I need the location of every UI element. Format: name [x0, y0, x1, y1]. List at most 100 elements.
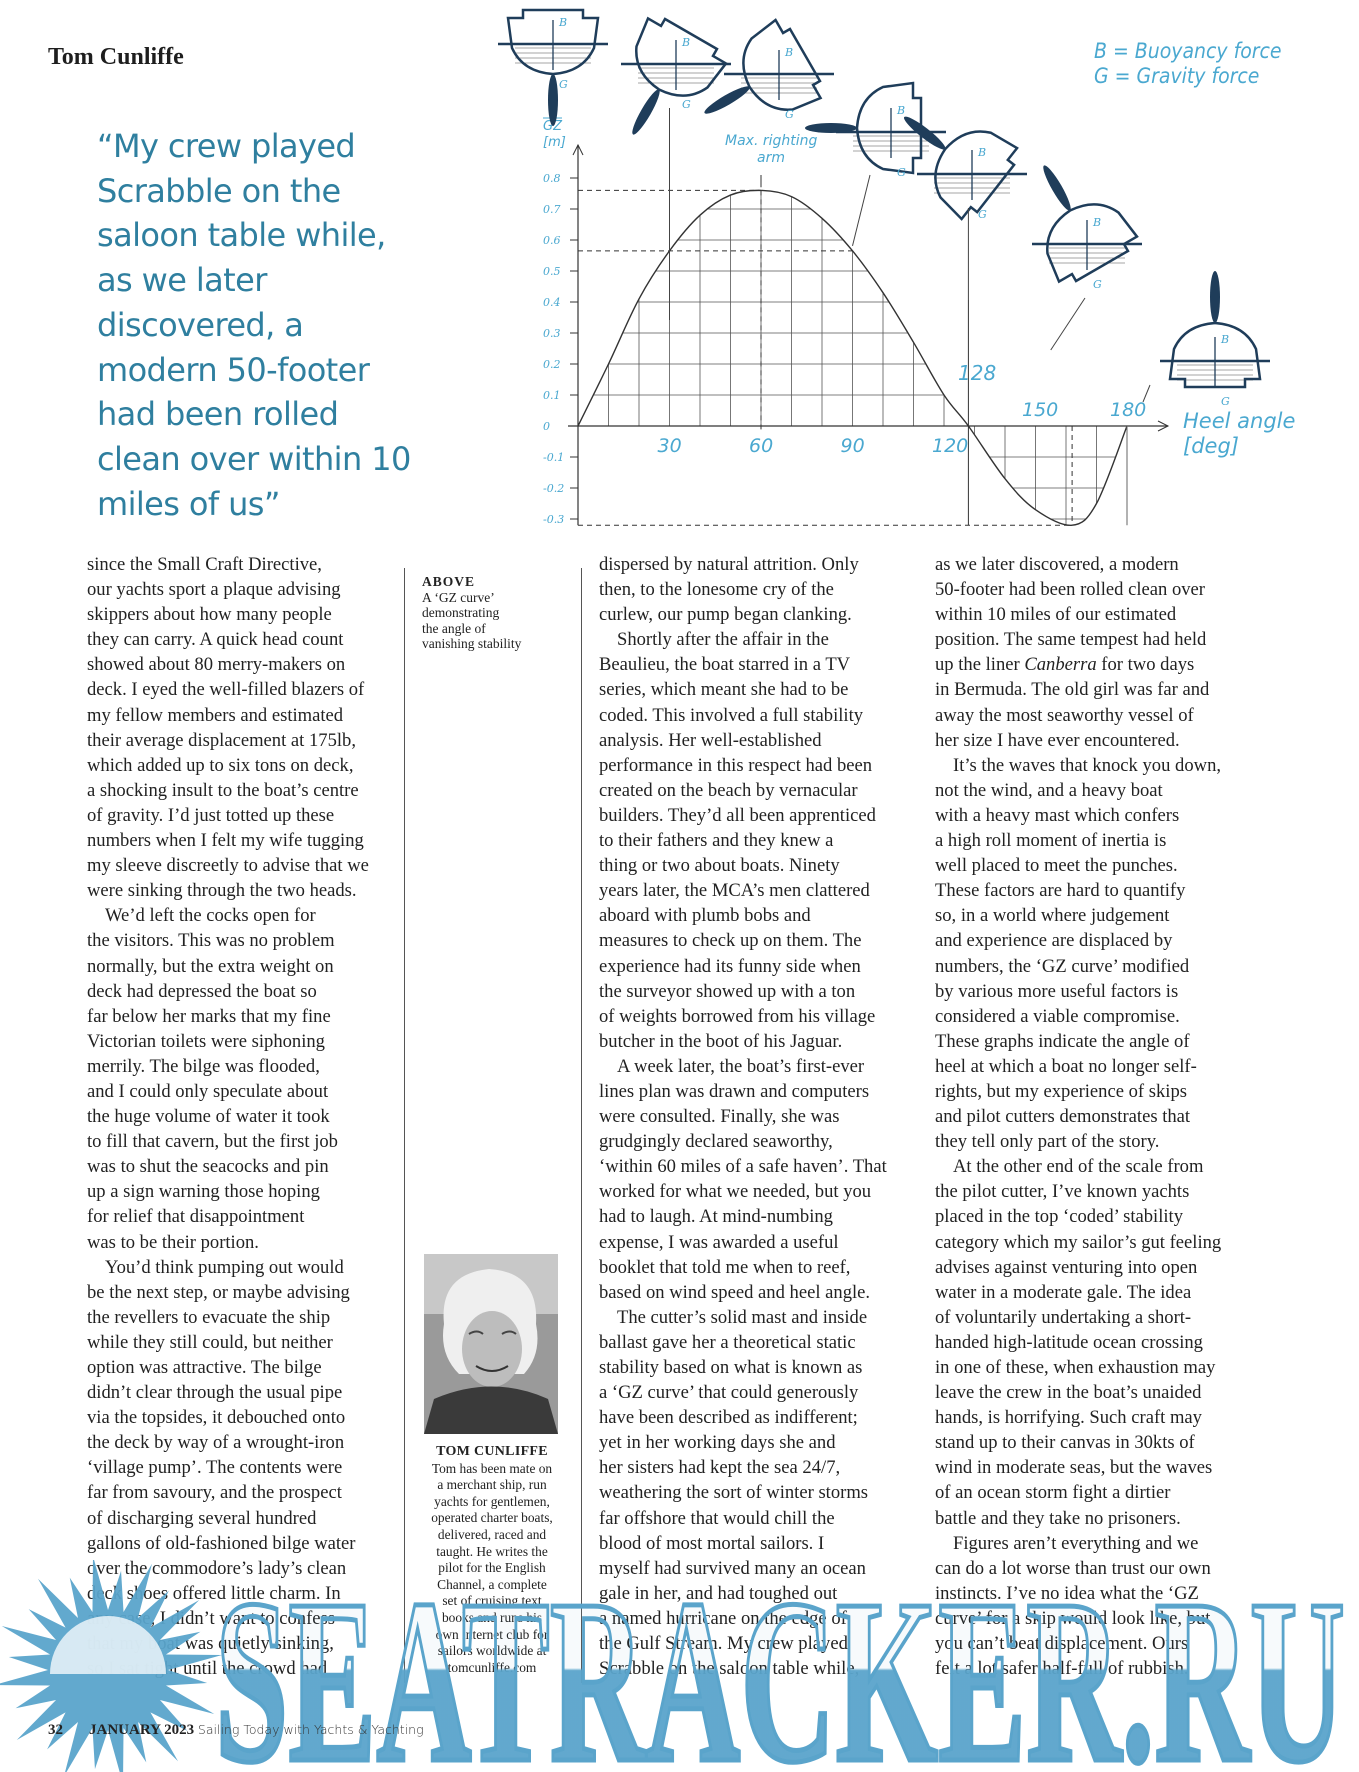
text-line: numbers, the ‘GZ curve’ modified [935, 955, 1190, 977]
text-line: within 10 miles of our estimated [935, 604, 1177, 626]
text-line: deck had depressed the boat so [87, 980, 317, 1002]
text-line: can do a lot worse than trust our own [935, 1557, 1211, 1579]
caption-heading: ABOVE [422, 574, 476, 589]
text-line: measures to check up on them. The [599, 930, 862, 952]
quote-line: “My crew played [97, 127, 356, 165]
author-name: Tom Cunliffe [48, 44, 184, 70]
text-line: a high roll moment of inertia is [935, 830, 1167, 852]
text-line: battle and they take no prisoners. [935, 1507, 1181, 1529]
quote-line: discovered, a [97, 305, 304, 344]
y-tick-label: 0.2 [543, 358, 561, 371]
text-line: not the wind, and a heavy boat [935, 779, 1163, 801]
text-line: considered a viable compromise. [935, 1005, 1180, 1027]
caption-line: vanishing stability [422, 636, 522, 652]
x-tick-label: 30 [658, 435, 682, 457]
magazine-name: Sailing Today with Yachts & Yachting [197, 1722, 424, 1737]
text-line: a shocking insult to the boat’s centre [87, 779, 359, 801]
buoyancy-label: B [977, 146, 986, 159]
text-line: away the most seaworthy vessel of [935, 704, 1194, 726]
pointer-arrow [1142, 384, 1151, 403]
italic-title: Canberra [1024, 654, 1097, 676]
gz-curve-chart: 0.8 0.7 0.6 0.5 0.4 0.3 0.2 0.1 0 -0.1 -0.2 -0.3 30 6… [498, 8, 1295, 526]
column-divider [404, 568, 405, 1683]
text-line: far offshore that would chill the [599, 1507, 835, 1529]
text-line: by various more useful factors is [935, 980, 1179, 1002]
text-line: lines plan was drawn and computers [599, 1080, 870, 1102]
text-line: and pilot cutters demonstrates that [935, 1106, 1191, 1128]
text-line: had to laugh. At mind-numbing [599, 1206, 833, 1228]
text-line: Figures aren’t everything and we [953, 1532, 1199, 1554]
paragraph: as we later discovered, a modern 50-foote… [935, 552, 1255, 753]
text-line: leave the crew in the boat’s unaided [935, 1382, 1202, 1404]
bio-line: sailors worldwide at [437, 1643, 547, 1659]
bio-name: TOM CUNLIFFE [436, 1444, 548, 1459]
bio-line: own internet club for [435, 1626, 549, 1642]
text-line: the huge volume of water it took [87, 1106, 330, 1128]
y-tick-label: 0.8 [543, 172, 561, 185]
text-line: they tell only part of the story. [935, 1131, 1160, 1153]
caption-line: the angle of [422, 620, 486, 636]
pointer-arrow [852, 174, 871, 246]
text-line: up the liner Canberra for two days [935, 652, 1255, 677]
text-line: was to shut the seacocks and pin [87, 1156, 329, 1178]
text-line: ‘village pump’. The contents were [87, 1457, 343, 1479]
text-line: any case, I didn’t want to confess [87, 1607, 336, 1629]
hull [904, 116, 1019, 221]
boat-diagram-icon [1032, 165, 1142, 284]
quote-line: had been rolled [97, 395, 339, 434]
text-line: deck shoes offered little charm. In [87, 1582, 341, 1604]
keel [704, 86, 750, 114]
boat-diagram-icon [704, 18, 834, 114]
text-line: her sisters had kept the sea 24/7, [599, 1457, 841, 1479]
text-line: It’s the waves that knock you down, [953, 754, 1222, 776]
hull-outline [506, 8, 600, 76]
text-line: a named hurricane on the edge of [599, 1607, 847, 1629]
issue-date: JANUARY 2023 [89, 1722, 195, 1738]
text-line: curve’ for a skip would look like, but [935, 1607, 1211, 1629]
keel [1210, 271, 1220, 323]
text-line: handed high-latitude ocean crossing [935, 1331, 1203, 1353]
text-line: merrily. The bilge was flooded, [87, 1055, 320, 1077]
text-line: grudgingly declared seaworthy, [599, 1131, 833, 1153]
boat-diagram-icon [904, 116, 1027, 221]
bio-line: tomcunliffe.com [447, 1659, 537, 1675]
text-line: her size I have ever encountered. [935, 729, 1180, 751]
quote-line: clean over within 10 [97, 439, 411, 478]
bio-line: yachts for gentlemen, [434, 1493, 550, 1509]
text-line: hands, is horrifying. Such craft may [935, 1407, 1202, 1429]
pointer-arrow [1050, 297, 1086, 351]
text-line: a ‘GZ curve’ that could generously [599, 1382, 859, 1404]
vanishing-angle-label: 128 [958, 361, 996, 385]
text-line: of voluntarily undertaking a short- [935, 1306, 1192, 1328]
text-line: performance in this respect had been [599, 754, 873, 776]
y-axis-unit: [m] [543, 135, 566, 150]
caption-line: demonstrating [422, 605, 500, 621]
text-line: with a heavy mast which confers [935, 804, 1180, 826]
text-line: instincts. I’ve no idea what the ‘GZ [935, 1582, 1199, 1604]
caption-line: A ‘GZ curve’ [422, 589, 495, 605]
text-line: experience had its funny side when [599, 955, 861, 977]
text-line: rights, but my experience of skips [935, 1080, 1187, 1102]
bio-line: pilot for the English [438, 1560, 546, 1576]
text-line: their average displacement at 175lb, [87, 729, 356, 751]
bio-line: delivered, raced and [437, 1526, 547, 1542]
paragraph: dispersed by natural attrition. Only then… [599, 552, 909, 627]
text-line: while they still could, but neither [87, 1331, 333, 1353]
text-line: of gravity. I’d just totted up these [87, 804, 335, 826]
max-righting-arm-label: arm [757, 150, 785, 166]
boat-diagram-icon [621, 16, 731, 135]
y-axis-arrow-icon [572, 143, 584, 156]
gravity-label: G [682, 98, 691, 111]
keel [805, 123, 857, 133]
paragraph: since the Small Craft Directive, our yach… [87, 552, 387, 903]
hull-outline [635, 16, 728, 97]
text-line: coded. This involved a full stability [599, 704, 864, 726]
text-line: created on the beach by vernacular [599, 779, 858, 801]
y-tick-label: -0.2 [543, 482, 564, 495]
text-line: stability based on what is known as [599, 1357, 863, 1378]
boat-diagram-icon [1160, 271, 1270, 389]
text-line: then, to the lonesome cry of the [599, 579, 834, 601]
angle-label-150: 150 [1022, 399, 1058, 421]
text-line: A week later, the boat’s first-ever [617, 1055, 865, 1077]
keel [904, 116, 946, 150]
